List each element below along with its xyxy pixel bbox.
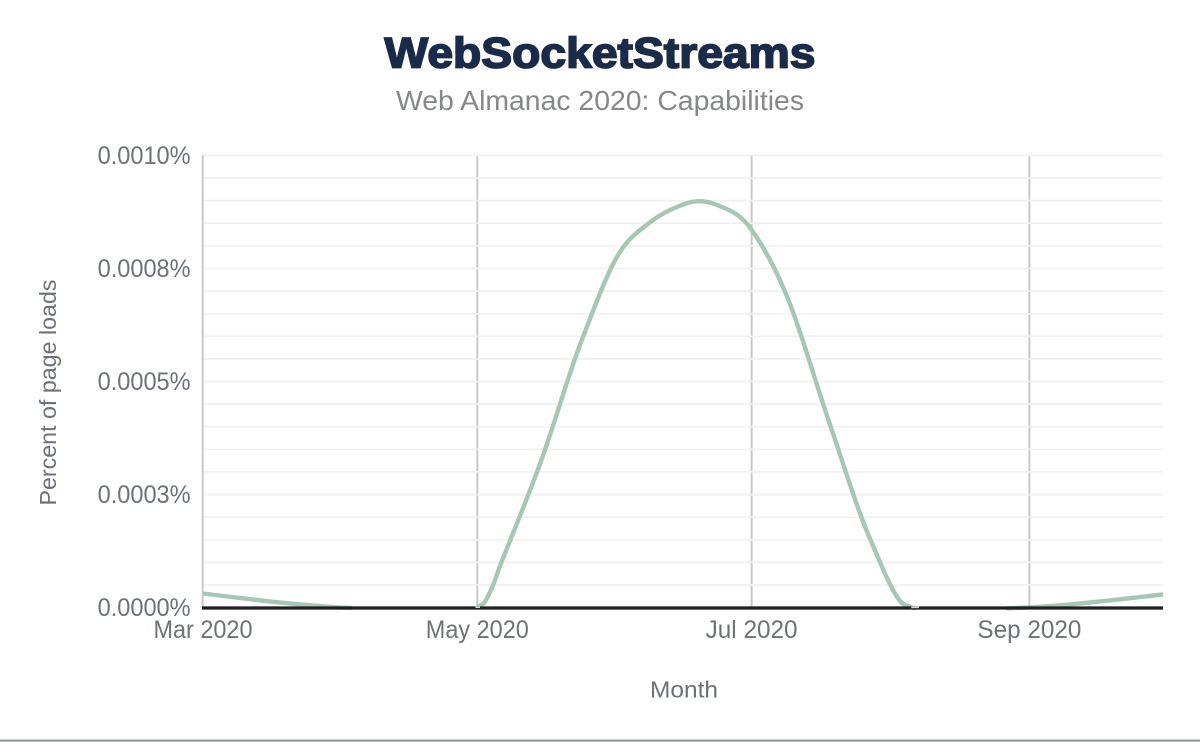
svg-text:May 2020: May 2020 (426, 616, 529, 644)
svg-text:0.0000%: 0.0000% (98, 594, 191, 622)
svg-text:0.0003%: 0.0003% (98, 481, 191, 509)
svg-text:Percent of page loads: Percent of page loads (35, 280, 61, 506)
svg-text:Jul 2020: Jul 2020 (706, 616, 798, 644)
svg-text:Web Almanac 2020: Capabilities: Web Almanac 2020: Capabilities (396, 85, 804, 116)
svg-text:Sep 2020: Sep 2020 (977, 616, 1081, 644)
svg-text:Mar 2020: Mar 2020 (154, 616, 253, 644)
svg-text:Month: Month (650, 677, 718, 703)
svg-text:0.0005%: 0.0005% (98, 368, 191, 396)
svg-text:0.0008%: 0.0008% (98, 255, 191, 283)
svg-text:WebSocketStreams: WebSocketStreams (385, 30, 816, 78)
svg-text:0.0010%: 0.0010% (98, 142, 191, 170)
